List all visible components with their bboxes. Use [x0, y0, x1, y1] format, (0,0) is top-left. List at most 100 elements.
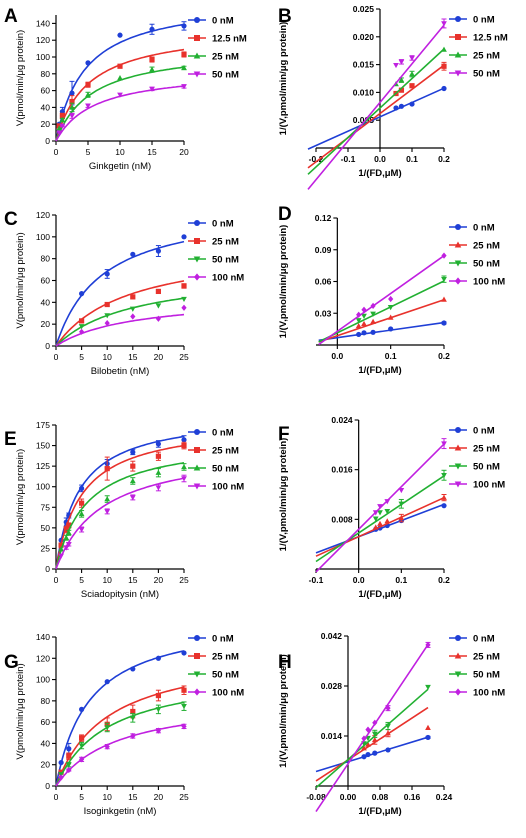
- data-point: [129, 306, 136, 312]
- x-axis-label: Sciadopitysin (nM): [81, 589, 159, 600]
- y-tick-label: 0.015: [353, 60, 375, 70]
- x-tick-label: 15: [128, 352, 138, 362]
- data-point: [117, 63, 123, 69]
- data-point: [377, 520, 383, 526]
- y-tick-label: 0.010: [353, 87, 375, 97]
- axes: [55, 425, 184, 570]
- data-point: [398, 77, 405, 83]
- series-0-nM: [55, 435, 187, 570]
- data-point: [66, 753, 72, 759]
- y-tick-label: 20: [41, 760, 51, 770]
- data-point: [385, 747, 391, 753]
- series-50-nM: [315, 469, 447, 563]
- y-tick-label: 0.06: [315, 277, 332, 287]
- data-point: [130, 708, 136, 715]
- axes: [55, 637, 184, 787]
- panel-letter: B: [278, 6, 292, 27]
- data-point: [69, 98, 75, 105]
- data-point: [130, 732, 136, 740]
- data-point: [441, 46, 447, 52]
- series-100-nM: [55, 304, 187, 347]
- series-100-nM: [55, 723, 187, 787]
- y-axis-label: 1/(V,pmol/min/μg protein): [278, 225, 289, 339]
- y-ticks: 0 20 40 60 80 100 120: [36, 210, 56, 351]
- fit-line: [55, 686, 185, 787]
- data-point: [425, 684, 431, 691]
- x-ticks: 0 5 10 15 20: [54, 141, 189, 157]
- data-point: [104, 509, 111, 515]
- panel-F: F -0.1 0.0 0.1 0.2 0.008 0.016 0.024 1/(FD,μM) 1/…: [278, 415, 505, 600]
- x-tick-label: 25: [179, 792, 189, 802]
- data-point: [372, 750, 378, 756]
- data-point: [361, 745, 367, 751]
- y-tick-label: 40: [41, 102, 51, 112]
- legend-entry: 50 nM: [188, 464, 239, 475]
- fit-line: [307, 87, 445, 150]
- data-point: [181, 703, 187, 710]
- data-point: [85, 103, 91, 109]
- fit-line: [318, 298, 445, 343]
- fit-line: [55, 23, 185, 142]
- data-point: [377, 504, 383, 510]
- data-point: [409, 83, 415, 89]
- data-point: [356, 311, 362, 318]
- legend-entry: 50 nM: [188, 670, 239, 681]
- data-point: [398, 501, 405, 507]
- data-point: [181, 304, 187, 311]
- data-point: [104, 271, 110, 277]
- legend-marker: [455, 635, 461, 641]
- data-point: [409, 55, 415, 61]
- data-point: [370, 329, 376, 335]
- x-axis-label: 1/(FD,μM): [358, 365, 401, 376]
- y-ticks: 0.008 0.016 0.024: [331, 415, 359, 524]
- series-25-nM: [55, 280, 187, 347]
- legend-marker: [455, 688, 461, 696]
- x-tick-label: 0.16: [404, 792, 421, 802]
- legend-marker: [193, 52, 201, 59]
- x-tick-label: 5: [86, 147, 91, 157]
- data-point: [181, 687, 187, 693]
- data-point: [56, 130, 63, 136]
- y-tick-label: 0.008: [331, 514, 353, 524]
- series-0-nM: [318, 320, 447, 342]
- data-point: [130, 463, 136, 469]
- x-tick-label: -0.2: [309, 154, 324, 164]
- data-point: [155, 303, 162, 309]
- data-point: [370, 302, 376, 309]
- data-point: [377, 510, 383, 516]
- series-25-nM: [55, 441, 187, 570]
- y-tick-label: 120: [36, 35, 50, 45]
- legend-entry: 50 nM: [449, 670, 500, 681]
- data-point: [370, 318, 376, 324]
- fit-line: [55, 280, 185, 347]
- legend-marker: [194, 635, 200, 641]
- panel-letter: G: [4, 652, 19, 673]
- legend-label: 25 nM: [473, 51, 500, 62]
- data-point: [181, 476, 187, 482]
- series-0-nM: [55, 650, 187, 787]
- data-point: [63, 526, 69, 533]
- data-point: [79, 318, 85, 324]
- y-tick-label: 0.09: [315, 245, 332, 255]
- data-point: [155, 248, 161, 254]
- x-tick-label: 20: [154, 575, 164, 585]
- data-point: [384, 509, 391, 515]
- legend-entry: 0 nM: [449, 634, 495, 645]
- series-100-nM: [315, 641, 431, 813]
- data-point: [104, 319, 110, 327]
- legend-entry: 25 nM: [449, 51, 500, 62]
- data-point: [441, 63, 447, 69]
- y-tick-label: 0.005: [353, 115, 375, 125]
- x-tick-label: 15: [147, 147, 157, 157]
- panel-D: D 0.0 0.1 0.2 0.03 0.06 0.09 0.12 1/(FD,μM) 1/(V,…: [278, 204, 505, 376]
- data-point: [356, 331, 362, 338]
- fit-line: [55, 477, 185, 570]
- data-point: [130, 294, 136, 300]
- data-point: [117, 75, 123, 81]
- data-point: [370, 311, 376, 317]
- legend-marker: [194, 238, 200, 244]
- legend-entry: 0 nM: [188, 16, 234, 27]
- data-point: [149, 56, 155, 63]
- x-tick-label: 0.0: [374, 154, 386, 164]
- series-50-nM: [55, 701, 187, 787]
